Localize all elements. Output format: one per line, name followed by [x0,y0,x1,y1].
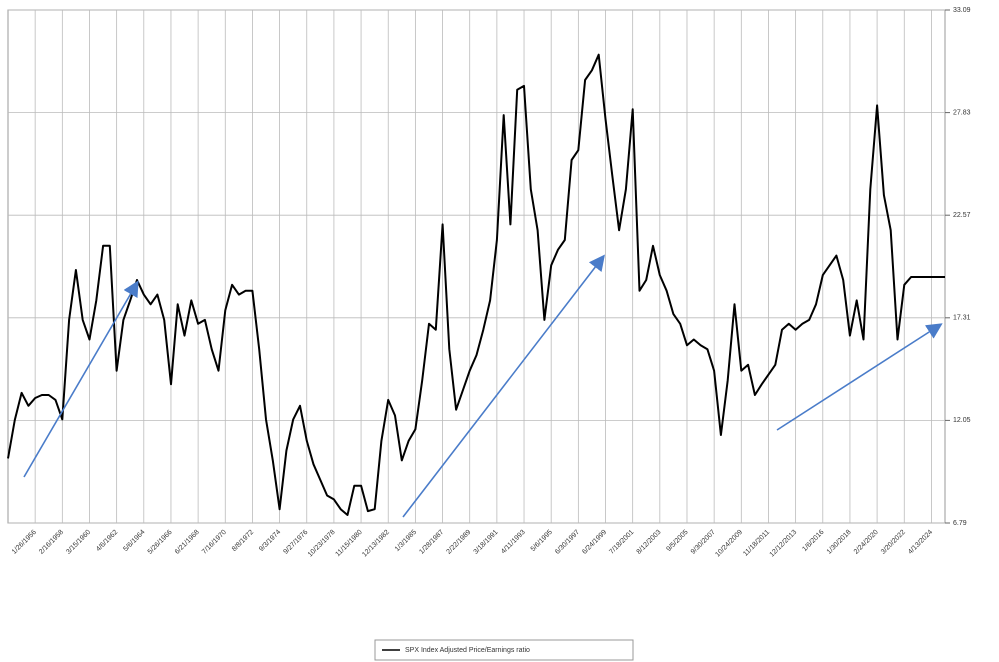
x-tick-label: 2/22/1989 [445,529,472,556]
annotation-arrows [23,254,943,518]
x-tick-label: 1/26/1956 [11,529,38,556]
x-tick-label: 9/27/1976 [282,529,309,556]
x-tick-label: 9/5/2005 [665,529,689,553]
y-tick-label: 33.09 [953,7,971,14]
lines [7,53,945,516]
x-tick-label: 6/21/1968 [174,529,201,556]
y-tick-label: 22.57 [953,212,971,219]
x-tick-label: 6/24/1999 [581,529,608,556]
x-tick-label: 3/15/1960 [65,529,92,556]
x-tick-label: 9/3/1974 [258,529,282,553]
legend-box [374,639,634,661]
x-tick-label: 2/24/2020 [853,529,880,556]
x-tick-label: 9/30/2007 [690,529,717,556]
x-tick-label: 11/18/2011 [742,529,771,558]
x-tick-label: 4/6/1962 [95,529,119,553]
trend-arrow [776,323,943,431]
grid [8,9,945,524]
x-tick-label: 2/16/1958 [38,529,65,556]
trend-arrow [23,280,139,478]
x-tick-label: 1/28/1987 [418,529,445,556]
plot-frame [7,9,946,524]
x-tick-label: 6/30/1997 [554,529,581,556]
x-tick-label: 8/12/2003 [636,529,663,556]
x-tick-label: 10/24/2009 [714,529,744,559]
x-tick-label: 5/6/1964 [122,529,146,553]
y-tick-label: 17.31 [953,315,971,322]
y-tick-label: 6.79 [953,520,967,527]
x-tick-label: 3/18/1991 [473,529,500,556]
x-tick-label: 10/23/1978 [307,529,337,559]
y-tick-label: 12.05 [953,417,971,424]
x-tick-label: 12/12/2013 [769,529,799,559]
x-tick-label: 1/30/2018 [826,529,853,556]
series-line [7,53,945,516]
legend-label: SPX Index Adjusted Price/Earnings ratio [405,647,530,654]
y-tick-label: 27.83 [953,109,971,116]
x-tick-label: 7/16/1970 [201,529,228,556]
x-tick-label: 11/15/1980 [334,529,363,558]
x-tick-label: 8/8/1972 [231,529,255,553]
trend-arrow [402,254,605,518]
x-tick-label: 12/13/1982 [361,529,391,559]
x-tick-label: 5/26/1966 [147,529,174,556]
x-tick-label: 4/11/1993 [500,529,527,556]
x-tick-label: 1/3/1985 [394,529,418,553]
x-tick-label: 1/6/2016 [801,529,825,553]
x-tick-label: 4/13/2024 [907,529,934,556]
x-tick-label: 5/6/1995 [530,529,554,553]
x-tick-label: 3/20/2022 [880,529,907,556]
x-tick-label: 7/18/2001 [608,529,635,556]
